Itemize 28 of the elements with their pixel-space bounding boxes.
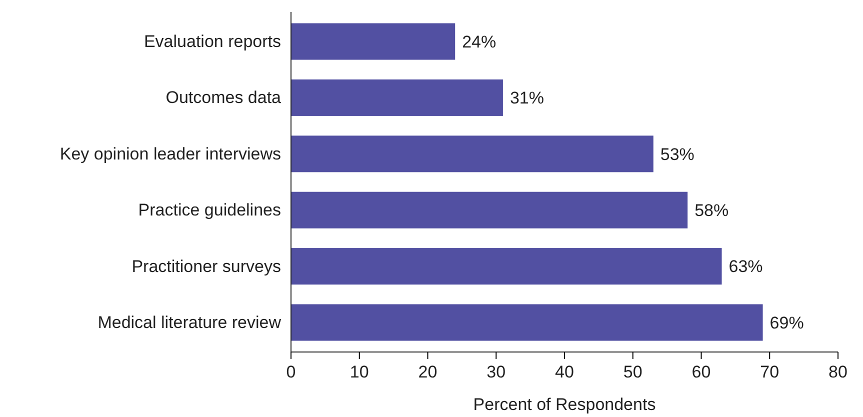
y-tick-label: Practitioner surveys: [132, 256, 281, 276]
x-tick-label: 10: [350, 362, 369, 382]
data-label: 24%: [462, 32, 496, 52]
bar: [291, 192, 688, 228]
bar: [291, 79, 503, 116]
bar: [291, 304, 763, 341]
y-tick-label: Evaluation reports: [144, 32, 281, 51]
y-tick-label: Practice guidelines: [138, 200, 281, 220]
x-tick-label: 30: [486, 362, 506, 382]
data-label: 31%: [510, 88, 544, 108]
x-tick-label: 60: [692, 362, 711, 382]
data-label: 69%: [770, 313, 804, 332]
y-tick-label: Outcomes data: [166, 88, 282, 108]
bar: [291, 23, 456, 60]
y-tick-label: Key opinion leader interviews: [60, 144, 281, 164]
bar: [291, 136, 654, 172]
y-tick-label: Medical literature review: [98, 312, 282, 332]
x-tick-label: 20: [418, 362, 438, 382]
x-axis-title: Percent of Respondents: [473, 395, 656, 414]
data-label: 53%: [660, 144, 694, 164]
x-tick-label: 0: [286, 362, 296, 382]
data-label: 58%: [694, 201, 729, 220]
bar: [291, 248, 722, 285]
x-tick-label: 70: [760, 362, 780, 382]
data-label: 63%: [728, 257, 763, 276]
x-tick-label: 50: [623, 362, 642, 382]
x-tick-label: 40: [555, 362, 574, 382]
x-tick-label: 80: [828, 362, 848, 382]
